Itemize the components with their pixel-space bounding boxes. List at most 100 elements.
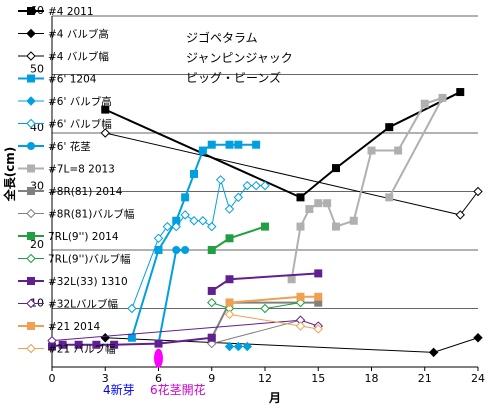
data-point xyxy=(233,192,244,203)
series-2 xyxy=(100,128,483,220)
legend-label: #4 バルブ幅 xyxy=(48,50,109,63)
data-point xyxy=(428,347,439,358)
data-point xyxy=(110,340,119,349)
data-point xyxy=(252,140,261,149)
data-point xyxy=(58,340,67,349)
legend-label: #21 2014 xyxy=(48,321,101,333)
legend-marker xyxy=(27,232,35,240)
data-point xyxy=(438,93,447,102)
legend-entry: #4 バルブ高 xyxy=(18,28,109,41)
series-line-11 xyxy=(211,302,301,309)
data-point xyxy=(154,246,163,254)
data-point xyxy=(287,275,296,284)
data-point xyxy=(296,193,305,202)
axes xyxy=(51,16,479,371)
x-tick-label: 18 xyxy=(365,372,379,385)
data-point xyxy=(74,340,83,349)
note-line-3: ビッグ・ビーンズ xyxy=(186,70,281,85)
note-line-1: ジゴペタラム xyxy=(186,30,258,45)
data-point xyxy=(180,210,190,220)
x-tick-label: 24 xyxy=(471,372,485,385)
data-point xyxy=(313,324,323,334)
series-line-3 xyxy=(130,143,257,339)
data-point xyxy=(261,222,269,231)
legend-marker xyxy=(27,164,35,173)
legend-entry: #6' 花茎 xyxy=(18,140,91,153)
legend-entry: 7RL(9'')バルブ幅 xyxy=(18,253,130,266)
series-line-2 xyxy=(105,132,479,216)
series-line-5 xyxy=(131,179,265,309)
data-point xyxy=(242,180,252,191)
legend-marker xyxy=(27,142,35,150)
data-point xyxy=(296,222,305,231)
series-12 xyxy=(207,269,323,295)
series-line-0 xyxy=(104,91,461,199)
legend-label: #4 バルブ高 xyxy=(48,28,109,41)
data-point xyxy=(314,269,323,278)
data-point xyxy=(323,199,332,208)
data-point xyxy=(225,140,234,149)
legend-marker xyxy=(27,322,35,330)
data-point xyxy=(101,105,110,114)
series-17 xyxy=(154,348,163,368)
y-tick-label: 20 xyxy=(30,238,44,251)
legend-entry: #21 2014 xyxy=(18,321,101,333)
data-point xyxy=(295,321,306,331)
legend-entry: #6' バルブ幅 xyxy=(18,118,112,131)
data-point xyxy=(349,216,358,225)
y-tick-label: 50 xyxy=(30,63,44,76)
data-point xyxy=(127,333,136,342)
legend-entry: #8R(81) 2014 xyxy=(18,186,123,198)
data-point xyxy=(215,175,226,185)
data-point xyxy=(473,186,483,197)
data-point xyxy=(367,146,376,155)
data-point xyxy=(224,204,235,214)
legend-entry: #6' 1204 xyxy=(18,74,97,86)
legend-label: #32Lバルブ幅 xyxy=(48,298,118,311)
data-point xyxy=(190,169,198,178)
data-point xyxy=(225,275,234,284)
data-point xyxy=(332,164,340,173)
legend-label: #6' 1204 xyxy=(48,74,97,86)
legend-entry: #7L=8 2013 xyxy=(18,164,115,176)
legend-entry: #6' バルブ高 xyxy=(18,95,112,108)
legend-marker xyxy=(27,187,35,195)
series-10 xyxy=(207,222,269,254)
data-point xyxy=(207,333,216,342)
data-point xyxy=(100,128,110,138)
x-tick-label: 0 xyxy=(49,372,56,385)
data-point xyxy=(181,193,190,202)
legend-entry: #8R(81)バルブ幅 xyxy=(18,208,134,221)
series-3 xyxy=(127,140,261,342)
y-axis-title: 全長(cm) xyxy=(2,147,17,203)
data-point xyxy=(385,193,394,202)
data-point xyxy=(242,341,252,352)
legend-label: #8R(81)バルブ幅 xyxy=(48,208,134,221)
legend-marker xyxy=(26,208,36,219)
x-tick-label: 6 xyxy=(155,372,162,385)
data-point xyxy=(100,333,110,343)
data-point xyxy=(154,339,163,348)
plot-area xyxy=(47,88,483,368)
data-point xyxy=(171,221,181,232)
data-point xyxy=(455,210,465,220)
grid xyxy=(52,15,478,309)
legend-marker xyxy=(26,343,36,354)
legend-marker xyxy=(26,28,36,39)
series-7 xyxy=(287,93,447,284)
data-point xyxy=(154,348,163,368)
legend-marker xyxy=(26,96,36,106)
legend-label: #6' バルブ高 xyxy=(48,95,112,108)
data-point xyxy=(234,140,243,149)
note-line-2: ジャンピンジャック xyxy=(186,51,293,65)
data-point xyxy=(314,199,323,208)
legend-marker xyxy=(26,253,36,264)
data-point xyxy=(225,234,234,243)
data-point xyxy=(207,221,217,232)
legend-label: #7L=8 2013 xyxy=(48,164,115,176)
annotation-new-bud: 4新芽 xyxy=(103,382,135,397)
data-point xyxy=(48,342,56,351)
legend-label: 7RL(9'') 2014 xyxy=(48,231,119,243)
series-15 xyxy=(224,309,323,334)
